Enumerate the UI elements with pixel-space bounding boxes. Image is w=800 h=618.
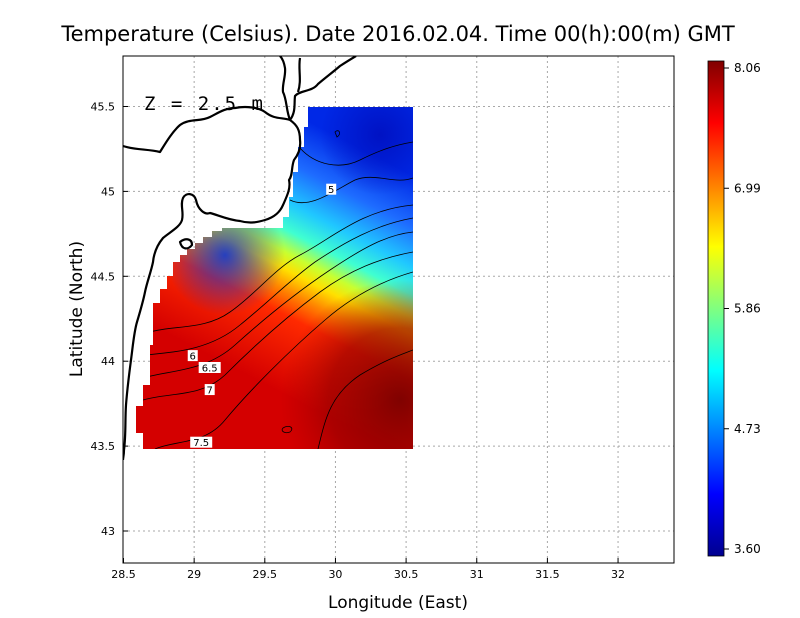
contour-label-bg: [198, 361, 221, 373]
y-tick-label: 44: [101, 355, 115, 368]
colorbar-tick-label: 8.06: [734, 61, 761, 75]
x-axis-ticks: 28.5 29 29.5 30 30.5 31 31.5 32: [111, 558, 625, 581]
colorbar-ticks: 8.06 6.99 5.86 4.73 3.60: [724, 61, 761, 556]
colorbar: 8.06 6.99 5.86 4.73 3.60: [707, 60, 761, 557]
colorbar-tick-label: 6.99: [734, 181, 761, 195]
y-axis-label: Latitude (North): [67, 241, 87, 377]
x-tick-label: 31.5: [535, 568, 560, 581]
coastline: [123, 56, 357, 461]
contour-label: 6: [190, 352, 196, 363]
x-tick-label: 28.5: [111, 568, 136, 581]
contour-label-bg: [190, 436, 213, 448]
y-tick-label: 45.5: [91, 101, 116, 114]
depth-annotation: Z = 2.5 m: [144, 93, 265, 115]
x-tick-label: 29: [187, 568, 201, 581]
y-tick-label: 43: [101, 525, 115, 538]
contour-label: 7.5: [193, 438, 209, 449]
contour-label: 7: [207, 386, 213, 397]
contour-label-bg: [326, 183, 337, 195]
contour-label: 5: [328, 185, 334, 196]
y-axis-ticks: 43 43.5 44 44.5 45 45.5: [91, 101, 128, 538]
x-tick-label: 30.5: [394, 568, 419, 581]
contour-label-bg: [187, 350, 198, 362]
colorbar-gradient: [707, 60, 725, 557]
y-tick-label: 43.5: [91, 440, 116, 453]
x-tick-label: 31: [470, 568, 484, 581]
colorbar-tick-label: 4.73: [734, 422, 761, 436]
colorbar-tick-label: 5.86: [734, 302, 761, 316]
x-axis-label: Longitude (East): [328, 593, 468, 613]
x-tick-label: 32: [611, 568, 625, 581]
y-tick-label: 44.5: [91, 270, 116, 283]
contour-label: 6.5: [202, 363, 218, 374]
y-tick-label: 45: [101, 185, 115, 198]
x-tick-label: 30: [328, 568, 342, 581]
contour-lines: [142, 130, 413, 449]
contour-labels: 5 6 6.5 7 7.5: [187, 183, 337, 449]
colorbar-tick-label: 3.60: [734, 542, 761, 556]
chart-title: Temperature (Celsius). Date 2016.02.04. …: [60, 22, 735, 46]
x-tick-label: 29.5: [253, 568, 278, 581]
contour-label-bg: [204, 384, 215, 396]
